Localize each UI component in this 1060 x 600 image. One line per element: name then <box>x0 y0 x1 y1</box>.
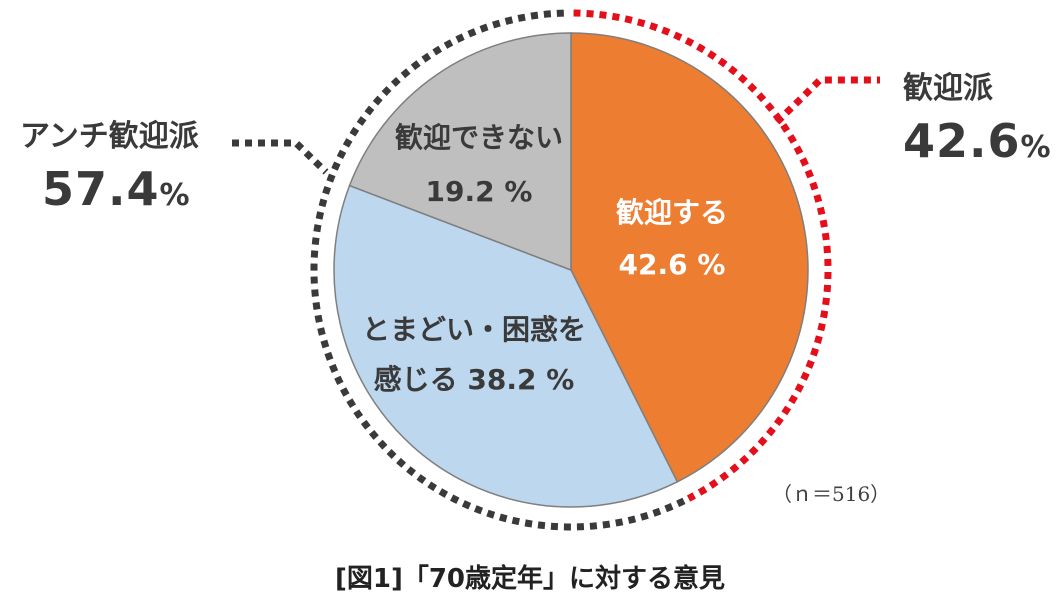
slice-label-line1: 歓迎する <box>615 196 729 229</box>
slice-label-line2: 19.2 % <box>425 175 533 208</box>
group-value-welcome: 42.6% <box>903 118 1052 164</box>
group-value-unit: % <box>1020 130 1052 165</box>
group-label-anti: アンチ歓迎派 57.4% <box>20 119 199 213</box>
slice-label-line2: 42.6 % <box>618 248 726 281</box>
slice-label-line1: とまどい・困惑を <box>361 313 587 346</box>
sample-size-note: （ｎ＝516） <box>772 482 891 506</box>
chart-title: [図1]「70歳定年」に対する意見 <box>334 564 726 594</box>
slice-label-not-welcome: 歓迎できない 19.2 % <box>395 124 563 206</box>
group-value-unit: % <box>159 178 191 213</box>
pie-slice-not-welcome <box>348 32 572 272</box>
group-ring-welcome <box>573 9 832 502</box>
slice-label-line1: 歓迎できない <box>394 121 564 154</box>
pie-slice-confused <box>333 184 679 508</box>
group-label-welcome: 歓迎派 42.6% <box>903 71 1052 165</box>
group-ring-anti <box>310 9 686 531</box>
group-value-number: 57.4 <box>42 162 160 216</box>
group-name-anti: アンチ歓迎派 <box>20 119 199 154</box>
group-value-number: 42.6 <box>903 114 1021 168</box>
leader-line-anti <box>232 139 329 175</box>
slice-label-line2: 感じる 38.2 % <box>373 363 575 396</box>
slice-label-welcome: 歓迎する 42.6 % <box>616 199 728 279</box>
group-value-anti: 57.4% <box>42 166 199 212</box>
group-name-welcome: 歓迎派 <box>903 71 993 106</box>
leader-line-welcome <box>774 76 880 125</box>
pie-slice-welcome <box>570 32 809 483</box>
slice-label-confused: とまどい・困惑を 感じる 38.2 % <box>362 316 586 394</box>
